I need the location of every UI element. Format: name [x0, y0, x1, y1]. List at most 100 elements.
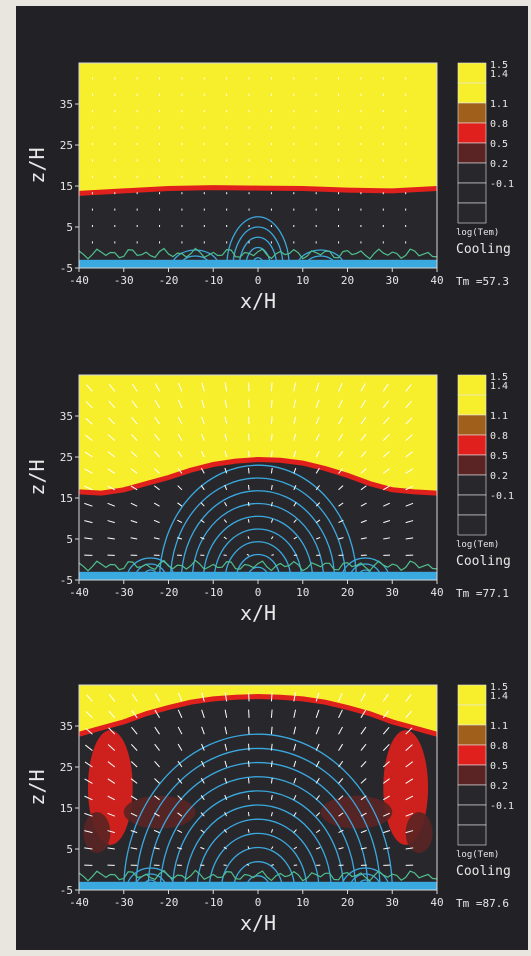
colorbar-swatch — [458, 765, 486, 785]
y-tick-label: -5 — [60, 884, 73, 897]
x-tick-label: 30 — [386, 274, 399, 287]
colorbar-swatch — [458, 143, 486, 163]
x-tick-label: -10 — [203, 586, 223, 599]
x-tick-label: 30 — [386, 896, 399, 909]
velocity-arrow — [271, 693, 272, 702]
x-tick-label: -30 — [114, 586, 134, 599]
colorbar-quantity: log(Tem) — [456, 540, 499, 550]
colorbar-quantity: log(Tem) — [456, 228, 499, 238]
colorbar-swatch — [458, 415, 486, 435]
x-tick-label: -30 — [114, 896, 134, 909]
y-tick-label: 25 — [60, 139, 73, 152]
y-tick-label: 5 — [66, 843, 73, 856]
colorbar-label: 1.1 — [490, 721, 508, 732]
colorbar-label: 1.1 — [490, 99, 508, 110]
x-axis-title: x/H — [240, 601, 276, 625]
x-tick-label: -10 — [203, 274, 223, 287]
velocity-arrow — [271, 417, 272, 424]
y-axis-title: z/H — [25, 769, 49, 805]
velocity-arrow — [248, 485, 249, 490]
colorbar-title: Cooling — [456, 554, 511, 569]
velocity-arrow — [248, 812, 249, 816]
x-tick-label: 40 — [430, 274, 443, 287]
x-tick-label: -40 — [69, 586, 89, 599]
x-tick-label: -30 — [114, 274, 134, 287]
colorbar-swatch — [458, 83, 486, 103]
x-tick-label: 30 — [386, 586, 399, 599]
colorbar-swatch — [458, 203, 486, 223]
x-tick-label: 0 — [255, 274, 262, 287]
cool-gas-region — [79, 188, 437, 268]
colorbar-label: 0.5 — [490, 761, 508, 772]
plot-area — [79, 375, 437, 580]
x-tick-label: -20 — [159, 586, 179, 599]
colorbar-label: 0.8 — [490, 431, 508, 442]
y-tick-label: 5 — [66, 533, 73, 546]
x-axis-title: x/H — [240, 289, 276, 313]
colorbar-swatch — [458, 785, 486, 805]
y-tick-label: 15 — [60, 180, 73, 193]
x-tick-label: 0 — [255, 586, 262, 599]
colorbar-label: 0.2 — [490, 159, 508, 170]
y-tick-label: -5 — [60, 574, 73, 587]
y-tick-label: -5 — [60, 262, 73, 275]
colorbar-swatch — [458, 435, 486, 455]
x-tick-label: 40 — [430, 896, 443, 909]
plot-area — [79, 63, 437, 268]
x-tick-label: 20 — [341, 896, 354, 909]
colorbar-swatch — [458, 705, 486, 725]
y-tick-label: 25 — [60, 451, 73, 464]
base-layer — [79, 260, 437, 268]
colorbar-swatch — [458, 515, 486, 535]
velocity-arrow — [271, 434, 272, 441]
colorbar-label: -0.1 — [490, 179, 514, 190]
time-label: Tm =57.3 — [456, 275, 509, 288]
colorbar-swatch — [458, 163, 486, 183]
colorbar-label: 0.2 — [490, 781, 508, 792]
colorbar-swatch — [458, 63, 486, 83]
y-tick-label: 35 — [60, 98, 73, 111]
colorbar-label: 0.5 — [490, 451, 508, 462]
colorbar-swatch — [458, 455, 486, 475]
x-tick-label: 0 — [255, 896, 262, 909]
cool-clump — [83, 812, 110, 853]
colorbar-label: 1.4 — [490, 381, 508, 392]
colorbar-swatch — [458, 103, 486, 123]
velocity-arrow — [249, 468, 250, 473]
colorbar-title: Cooling — [456, 864, 511, 879]
x-tick-label: 20 — [341, 274, 354, 287]
colorbar-label: 0.8 — [490, 741, 508, 752]
time-label: Tm =77.1 — [456, 587, 509, 600]
y-axis-title: z/H — [25, 459, 49, 495]
x-tick-label: 10 — [296, 896, 309, 909]
colorbar-label: 1.1 — [490, 411, 508, 422]
colorbar-label: -0.1 — [490, 801, 514, 812]
cool-clump — [124, 796, 196, 829]
y-tick-label: 35 — [60, 720, 73, 733]
velocity-arrow — [249, 778, 250, 783]
y-tick-label: 35 — [60, 410, 73, 423]
velocity-arrow — [271, 400, 272, 408]
x-tick-label: -40 — [69, 896, 89, 909]
colorbar-swatch — [458, 395, 486, 415]
base-layer — [79, 572, 437, 580]
plot-area — [79, 685, 437, 890]
x-axis-title: x/H — [240, 911, 276, 935]
colorbar-swatch — [458, 805, 486, 825]
colorbar-quantity: log(Tem) — [456, 850, 499, 860]
colorbar-label: 0.2 — [490, 471, 508, 482]
y-tick-label: 15 — [60, 492, 73, 505]
x-tick-label: -10 — [203, 896, 223, 909]
colorbar-swatch — [458, 183, 486, 203]
x-tick-label: -20 — [159, 274, 179, 287]
x-tick-label: 10 — [296, 586, 309, 599]
x-tick-label: 40 — [430, 586, 443, 599]
colorbar-label: 1.4 — [490, 69, 508, 80]
colorbar-label: 0.5 — [490, 139, 508, 150]
colorbar-label: -0.1 — [490, 491, 514, 502]
velocity-arrow — [271, 383, 272, 392]
colorbar-swatch — [458, 123, 486, 143]
time-label: Tm =87.6 — [456, 897, 509, 910]
y-axis-title: z/H — [25, 147, 49, 183]
